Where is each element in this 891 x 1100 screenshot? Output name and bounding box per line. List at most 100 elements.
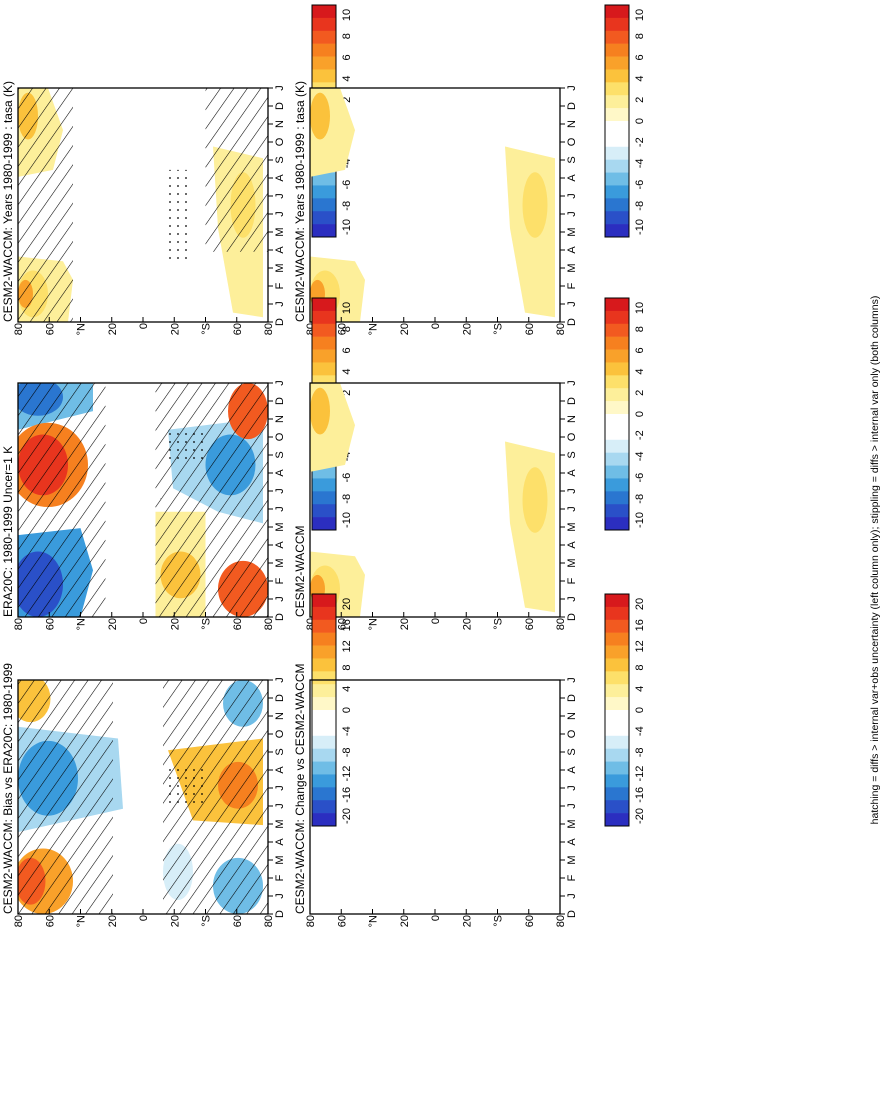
stipple-south bbox=[168, 764, 206, 807]
x-tick-label: M bbox=[566, 522, 578, 531]
colorbar-label: -16 bbox=[341, 787, 353, 803]
x-tick-label: A bbox=[566, 766, 578, 774]
x-tick-label: N bbox=[274, 712, 286, 720]
x-tick-label: J bbox=[566, 506, 578, 512]
colorbar-swatch bbox=[605, 787, 629, 801]
colorbar-label: 2 bbox=[341, 97, 353, 103]
colorbar-swatch bbox=[605, 82, 629, 96]
colorbar-swatch bbox=[605, 710, 629, 724]
x-tick-label: M bbox=[566, 558, 578, 567]
footnote: hatching = diffs > internal var+obs unce… bbox=[869, 296, 881, 825]
y-tick-label: 20 bbox=[399, 323, 411, 335]
x-tick-label: S bbox=[566, 451, 578, 458]
x-tick-label: J bbox=[274, 596, 286, 602]
x-tick-label: F bbox=[274, 577, 286, 584]
colorbar-swatch bbox=[605, 491, 629, 505]
panel-title: CESM2-WACCM bbox=[293, 525, 307, 617]
colorbar-label: 8 bbox=[634, 326, 646, 332]
colorbar-label: -8 bbox=[341, 201, 353, 211]
colorbar-label: -4 bbox=[341, 726, 353, 736]
panel-title: ERA20C: 1980-1999 Uncer=1 K bbox=[1, 446, 15, 617]
y-tick-label: 0 bbox=[138, 915, 150, 921]
colorbar-swatch bbox=[605, 465, 629, 479]
colorbar-label: 6 bbox=[341, 347, 353, 353]
colorbar-swatch bbox=[312, 298, 336, 312]
colorbar-label: 10 bbox=[634, 9, 646, 21]
colorbar-swatch bbox=[605, 606, 629, 621]
colorbar-label: -6 bbox=[634, 180, 646, 190]
colorbar-swatch bbox=[605, 323, 629, 337]
colorbar-swatch bbox=[605, 17, 629, 32]
colorbar-label: -6 bbox=[634, 473, 646, 483]
colorbar-label: 2 bbox=[634, 97, 646, 103]
x-tick-label: D bbox=[566, 613, 578, 621]
colorbar-label: 2 bbox=[341, 390, 353, 396]
x-tick-label: N bbox=[566, 415, 578, 423]
colorbar-swatch bbox=[312, 722, 336, 737]
x-tick-label: D bbox=[566, 102, 578, 110]
colorbar-label: 2 bbox=[634, 390, 646, 396]
colorbar-swatch bbox=[605, 722, 629, 737]
x-tick-label: D bbox=[566, 910, 578, 918]
x-tick-label: J bbox=[274, 301, 286, 307]
x-tick-label: O bbox=[566, 137, 578, 146]
colorbar-label: 16 bbox=[341, 619, 353, 631]
colorbar-swatch bbox=[605, 748, 629, 762]
colorbar-swatch bbox=[605, 619, 629, 633]
x-tick-label: O bbox=[274, 729, 286, 738]
x-tick-label: D bbox=[566, 694, 578, 702]
colorbar-swatch bbox=[312, 671, 336, 685]
y-tick-label: 0 bbox=[430, 618, 442, 624]
x-tick-label: N bbox=[566, 712, 578, 720]
x-tick-label: J bbox=[566, 677, 578, 683]
colorbar-swatch bbox=[312, 645, 336, 659]
colorbar-swatch bbox=[312, 310, 336, 325]
y-tick-label: 20 bbox=[107, 323, 119, 335]
x-tick-label: J bbox=[566, 85, 578, 91]
colorbar-label: -10 bbox=[341, 219, 353, 235]
x-tick-label: J bbox=[274, 803, 286, 809]
colorbar-label: 8 bbox=[634, 33, 646, 39]
colorbar-label: -20 bbox=[341, 808, 353, 824]
colorbar-label: 10 bbox=[341, 302, 353, 314]
y-tick-label: 0 bbox=[138, 618, 150, 624]
y-tick-label: 80 bbox=[555, 323, 567, 335]
y-tick-label: 60 bbox=[524, 618, 536, 630]
x-tick-label: A bbox=[274, 174, 286, 182]
x-tick-label: D bbox=[566, 318, 578, 326]
colorbar-swatch bbox=[312, 336, 336, 350]
colorbar-label: 0 bbox=[634, 707, 646, 713]
colorbar-label: 0 bbox=[341, 707, 353, 713]
colorbar-swatch bbox=[312, 658, 336, 672]
x-tick-label: N bbox=[566, 120, 578, 128]
y-tick-label: 20 bbox=[399, 915, 411, 927]
x-tick-label: A bbox=[274, 541, 286, 549]
y-tick-label: 20 bbox=[169, 915, 181, 927]
colorbar-label: 20 bbox=[341, 598, 353, 610]
colorbar-label: -16 bbox=[634, 787, 646, 803]
y-tick-label: 80 bbox=[13, 618, 25, 630]
panel-title: CESM2-WACCM: Bias vs ERA20C: 1980-1999 bbox=[1, 663, 15, 914]
colorbar-swatch bbox=[605, 5, 629, 19]
colorbar-swatch bbox=[605, 697, 629, 711]
x-tick-label: D bbox=[566, 397, 578, 405]
warm-core-arctic-2 bbox=[310, 387, 330, 435]
colorbar-swatch bbox=[605, 517, 629, 531]
colorbar-swatch bbox=[312, 748, 336, 762]
y-tick-label: °S bbox=[493, 323, 505, 335]
colorbar-label: 8 bbox=[341, 33, 353, 39]
colorbar-swatch bbox=[312, 787, 336, 801]
colorbar-swatch bbox=[605, 30, 629, 44]
colorbar-swatch bbox=[312, 323, 336, 337]
y-tick-label: 60 bbox=[336, 618, 348, 630]
colorbar-label: 4 bbox=[341, 76, 353, 82]
colorbar-swatch bbox=[605, 684, 629, 698]
y-tick-label: 80 bbox=[263, 915, 275, 927]
colorbar-label: -20 bbox=[634, 808, 646, 824]
colorbar-swatch bbox=[605, 632, 629, 646]
y-tick-label: 20 bbox=[461, 618, 473, 630]
y-tick-label: 60 bbox=[232, 915, 244, 927]
colorbar-swatch bbox=[312, 813, 336, 827]
colorbar-label: 12 bbox=[341, 640, 353, 652]
